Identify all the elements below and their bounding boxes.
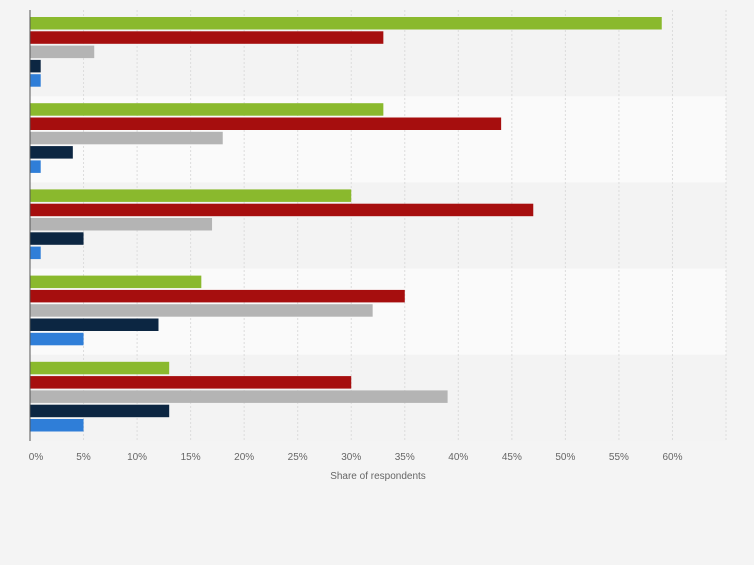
bar [30, 232, 84, 245]
x-tick-label: 5% [76, 452, 91, 463]
bar [30, 117, 502, 130]
bar [30, 74, 41, 87]
x-tick-label: 10% [127, 452, 147, 463]
bar [30, 17, 662, 30]
bar [30, 289, 405, 303]
x-tick-label: 35% [395, 452, 415, 463]
x-tick-label: 40% [448, 452, 468, 463]
x-axis-title: Share of respondents [330, 471, 426, 482]
bar [30, 376, 352, 389]
bar [30, 31, 384, 44]
bar [30, 189, 352, 202]
x-tick-label: 55% [609, 452, 629, 463]
bar [30, 246, 41, 260]
bar [30, 318, 159, 331]
bar [30, 361, 170, 375]
bars [30, 17, 662, 432]
bar [30, 404, 170, 418]
x-tick-label: 20% [234, 452, 254, 463]
bar [30, 275, 202, 289]
bar [30, 146, 73, 159]
bar [30, 59, 41, 73]
bar [30, 304, 373, 317]
bar [30, 45, 95, 59]
bar [30, 419, 84, 432]
bar [30, 103, 384, 116]
x-tick-label: 15% [181, 452, 201, 463]
bar [30, 332, 84, 346]
x-tick-label: 30% [341, 452, 361, 463]
bar [30, 131, 223, 145]
bar [30, 390, 448, 403]
x-tick-label: 0% [29, 452, 44, 463]
x-tick-label: 25% [288, 452, 308, 463]
x-tick-label: 50% [555, 452, 575, 463]
x-tick-labels: 0% 5% 10% 15% 20% 25% 30% 35% 40% 45% 50% 55% 60% [29, 452, 683, 463]
x-tick-label: 45% [502, 452, 522, 463]
bar [30, 218, 213, 231]
x-tick-label: 60% [662, 452, 682, 463]
bar [30, 203, 534, 217]
bar [30, 160, 41, 173]
